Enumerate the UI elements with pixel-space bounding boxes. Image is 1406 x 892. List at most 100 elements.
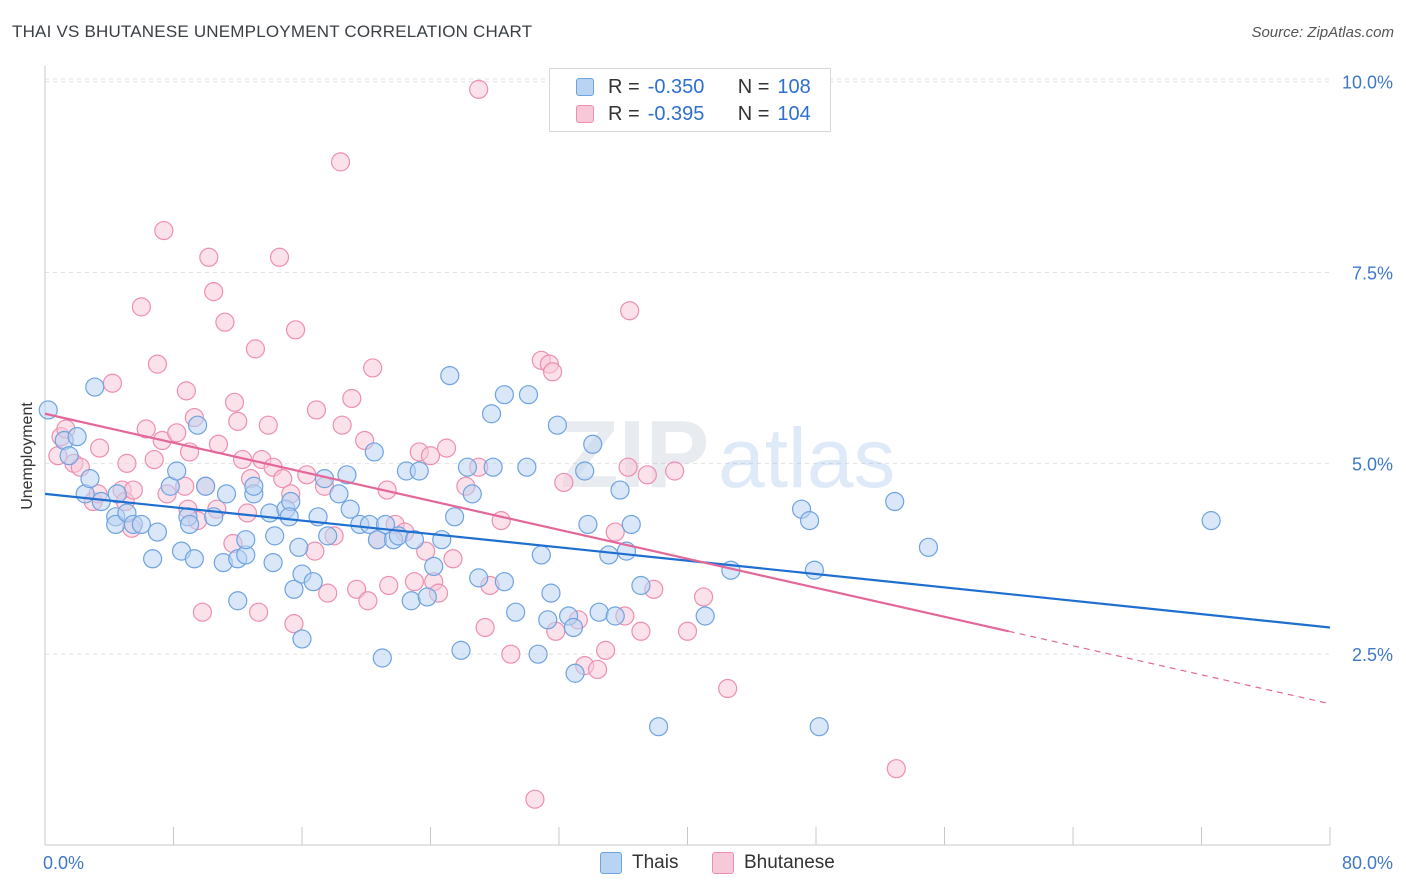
thais-swatch — [576, 78, 594, 96]
thais-point — [799, 511, 820, 531]
bhutanese-point — [269, 247, 290, 267]
thais-point — [67, 427, 87, 447]
bhutanese-point — [416, 541, 436, 561]
watermark-zip: ZIP — [560, 401, 709, 508]
y-tick-label: 5.0% — [1352, 454, 1393, 474]
bhutanese-point — [363, 358, 383, 378]
thais-point — [179, 514, 200, 535]
thais-point — [85, 377, 105, 397]
bhutanese-point — [693, 587, 714, 607]
bhutanese-point — [525, 789, 545, 809]
bhutanese-point — [587, 659, 608, 680]
thais-point — [809, 717, 829, 737]
thais-point — [216, 484, 237, 504]
thais-swatch — [600, 852, 622, 874]
thais-point — [547, 415, 567, 435]
bhutanese-point — [332, 415, 352, 435]
bhutanese-point — [167, 423, 187, 443]
bhutanese-point — [358, 591, 378, 611]
thais-point — [610, 480, 630, 500]
thais-point — [228, 591, 248, 611]
bhutanese-point — [605, 522, 625, 542]
legend-row-thais: R = -0.350 N = 108 — [550, 74, 811, 100]
bhutanese-point — [677, 621, 698, 641]
bhutanese-point — [273, 469, 293, 489]
thais-point — [364, 442, 384, 462]
thais-point — [107, 484, 127, 504]
bhutanese-point — [595, 640, 616, 660]
thais-point — [538, 610, 558, 630]
thais-point — [404, 530, 425, 550]
thais-trend-line — [44, 492, 1331, 629]
bhutanese-point — [637, 465, 657, 485]
thais-point — [462, 484, 482, 504]
r-value: -0.350 — [647, 75, 705, 98]
bhutanese-point — [199, 247, 219, 267]
bhutanese-point — [215, 312, 235, 332]
bhutanese-point — [631, 621, 651, 641]
trend-lines — [44, 412, 1331, 705]
r-label: R = — [608, 75, 640, 98]
thais-point — [575, 461, 595, 481]
bhutanese-point — [305, 541, 325, 561]
thais-point — [621, 514, 641, 535]
bhutanese-point — [117, 453, 137, 473]
thais-point — [506, 602, 526, 622]
legend-row-bhutanese: R = -0.395 N = 104 — [550, 101, 811, 127]
n-value: 104 — [777, 102, 811, 125]
thais-point — [563, 617, 584, 638]
bhutanese-point — [330, 152, 351, 172]
thais-point — [494, 572, 514, 592]
source-label: Source: ZipAtlas.com — [1251, 24, 1394, 41]
bhutanese-point — [285, 320, 306, 340]
bhutanese-point — [404, 572, 425, 592]
thais-point — [263, 552, 283, 573]
bhutanese-point — [284, 614, 304, 634]
thais-point — [565, 663, 585, 683]
thais-point — [91, 491, 111, 512]
chart-title: THAI VS BHUTANESE UNEMPLOYMENT CORRELATI… — [12, 22, 533, 41]
thais-point — [289, 537, 309, 557]
thais-point — [885, 491, 905, 512]
r-label: R = — [608, 102, 640, 125]
bhutanese-point — [306, 400, 327, 420]
bhutanese-point — [90, 438, 110, 458]
thais-point — [244, 476, 264, 496]
thais-point — [481, 404, 502, 424]
bhutanese-point — [618, 457, 638, 477]
bhutanese-point — [379, 575, 399, 596]
thais-point — [318, 526, 338, 546]
thais-point — [187, 415, 208, 435]
thais-point — [440, 365, 460, 386]
bhutanese-point — [554, 472, 574, 493]
bhutanese-point — [249, 602, 269, 622]
bhutanese-point — [501, 644, 521, 664]
thais-point — [918, 537, 939, 557]
y-tick-labels: 2.5% 5.0% 7.5% 10.0% — [1342, 73, 1393, 665]
bhutanese-point — [436, 438, 457, 458]
n-value: 108 — [777, 75, 811, 98]
thais-point — [236, 530, 256, 550]
thais-point — [184, 549, 204, 569]
thais-point — [518, 385, 539, 405]
thais-point — [517, 457, 537, 477]
thais-point — [80, 469, 100, 489]
thais-point — [329, 484, 349, 504]
thais-point — [424, 556, 444, 577]
thais-point — [143, 549, 163, 569]
n-label: N = — [737, 102, 770, 125]
legend-item-bhutanese[interactable]: Bhutanese — [712, 852, 835, 874]
legend-item-thais[interactable]: Thais — [600, 852, 678, 874]
bhutanese-point — [443, 549, 463, 569]
thais-point — [260, 503, 280, 523]
bhutanese-point — [475, 617, 495, 638]
bhutanese-trend-line — [44, 412, 1009, 633]
bhutanese-point — [318, 583, 338, 603]
bhutanese-point — [136, 419, 156, 439]
thais-point — [372, 648, 392, 668]
thais-point — [409, 461, 429, 481]
x-tick-label: 0.0% — [43, 853, 84, 873]
bhutanese-point — [144, 449, 164, 470]
thais-point — [59, 446, 79, 466]
correlation-legend: R = -0.350 N = 108 R = -0.395 N = 104 — [549, 68, 831, 132]
